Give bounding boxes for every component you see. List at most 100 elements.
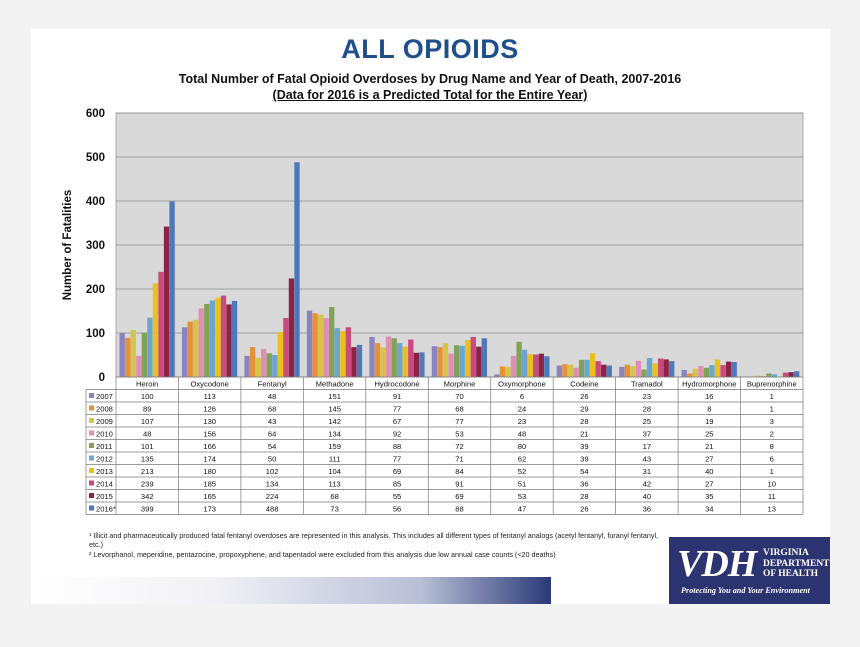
data-label: 488	[266, 505, 279, 514]
y-tick-label: 600	[86, 108, 105, 120]
data-label: 21	[580, 430, 588, 439]
vdh-logo-letters: VDH	[677, 543, 757, 585]
bar-codeine-2008	[562, 364, 568, 377]
y-tick-label: 300	[86, 240, 105, 252]
bar-hydromorphone-2011	[703, 367, 710, 377]
bar-buprenorphine-2011	[766, 373, 772, 377]
x-category-label: Tramadol	[631, 380, 663, 389]
bar-heroin-2011	[141, 332, 148, 377]
bar-buprenorphine-2012	[771, 374, 778, 377]
data-label: 37	[643, 430, 651, 439]
data-label: 165	[203, 492, 216, 501]
bar-heroin-2012	[147, 317, 153, 377]
bar-oxymorphone-2016	[544, 356, 550, 377]
bar-morphine-2016	[481, 338, 488, 377]
y-tick-label: 100	[86, 328, 105, 340]
data-label: 88	[455, 505, 463, 514]
x-category-label: Oxycodone	[190, 380, 228, 389]
data-label: 72	[455, 442, 463, 451]
data-label: 23	[643, 392, 651, 401]
data-label: 224	[266, 492, 279, 501]
data-label: 130	[203, 417, 216, 426]
data-label: 84	[455, 467, 463, 476]
bar-methadone-2008	[312, 313, 318, 377]
data-label: 1	[770, 405, 774, 414]
data-label: 85	[393, 480, 401, 489]
bar-hydromorphone-2009	[692, 368, 699, 377]
bar-fentanyl-2008	[249, 347, 256, 377]
data-label: 101	[141, 442, 154, 451]
data-label: 39	[580, 455, 588, 464]
data-label: 35	[705, 492, 713, 501]
bar-codeine-2013	[589, 353, 596, 377]
bar-heroin-2010	[136, 355, 142, 377]
data-label: 174	[203, 455, 216, 464]
bar-heroin-2016	[169, 201, 175, 377]
y-tick-label: 200	[86, 284, 105, 296]
data-label: 43	[643, 455, 651, 464]
data-label: 70	[455, 392, 463, 401]
page-title: ALL OPIOIDS	[341, 34, 519, 64]
x-category-label: Fentanyl	[258, 380, 287, 389]
bar-codeine-2011	[578, 359, 585, 377]
bar-oxymorphone-2013	[527, 354, 533, 377]
data-label: 42	[643, 480, 651, 489]
x-category-label: Codeine	[570, 380, 598, 389]
legend-label: 2011	[96, 442, 112, 451]
data-label: 21	[705, 442, 713, 451]
data-label: 111	[329, 455, 341, 464]
data-label: 17	[643, 442, 651, 451]
bar-fentanyl-2014	[283, 318, 289, 377]
bar-oxymorphone-2010	[510, 355, 517, 377]
bar-tramadol-2016	[669, 361, 675, 377]
x-category-label: Buprenorphine	[747, 380, 797, 389]
data-label: 52	[518, 467, 526, 476]
bar-morphine-2012	[459, 345, 465, 377]
bar-oxymorphone-2014	[533, 354, 539, 377]
bar-oxymorphone-2012	[521, 349, 528, 377]
data-label: 43	[268, 417, 276, 426]
bar-oxycodone-2015	[226, 304, 232, 377]
bar-hydrocodone-2008	[374, 343, 381, 377]
data-label: 28	[580, 492, 588, 501]
data-label: 24	[518, 405, 526, 414]
data-label: 6	[770, 455, 774, 464]
bar-morphine-2010	[448, 353, 454, 377]
x-category-label: Heroin	[136, 380, 158, 389]
data-label: 8	[707, 405, 711, 414]
bar-heroin-2013	[152, 283, 159, 377]
bar-codeine-2014	[595, 361, 601, 377]
bar-buprenorphine-2009	[755, 375, 761, 377]
bar-oxycodone-2012	[209, 300, 216, 377]
data-label: 10	[768, 480, 776, 489]
data-label: 399	[141, 505, 154, 514]
data-label: 48	[143, 430, 151, 439]
bar-hydrocodone-2013	[402, 346, 408, 377]
data-label: 104	[328, 467, 341, 476]
footer-gradient-band	[31, 577, 551, 604]
data-label: 113	[204, 392, 216, 401]
bar-oxycodone-2011	[204, 303, 210, 377]
data-label: 88	[393, 442, 401, 451]
bar-fentanyl-2012	[272, 355, 278, 377]
vdh-name-line: OF HEALTH	[763, 569, 818, 579]
data-label: 142	[328, 417, 341, 426]
y-tick-label: 400	[86, 196, 105, 208]
bar-heroin-2008	[125, 337, 131, 377]
bar-codeine-2016	[606, 365, 612, 377]
data-label: 134	[266, 480, 279, 489]
bar-tramadol-2013	[652, 363, 658, 377]
data-label: 26	[580, 505, 588, 514]
bar-hydrocodone-2016	[419, 352, 425, 377]
data-label: 126	[203, 405, 216, 414]
bar-oxycodone-2010	[198, 308, 204, 377]
bar-fentanyl-2015	[288, 278, 295, 377]
data-label: 50	[268, 455, 276, 464]
bar-buprenorphine-2015	[788, 372, 794, 377]
bar-hydrocodone-2009	[380, 347, 386, 377]
legend-label: 2013	[96, 467, 113, 476]
bar-oxymorphone-2007	[494, 374, 500, 377]
data-label: 56	[393, 505, 401, 514]
data-label: 100	[141, 392, 154, 401]
data-label: 68	[455, 405, 463, 414]
